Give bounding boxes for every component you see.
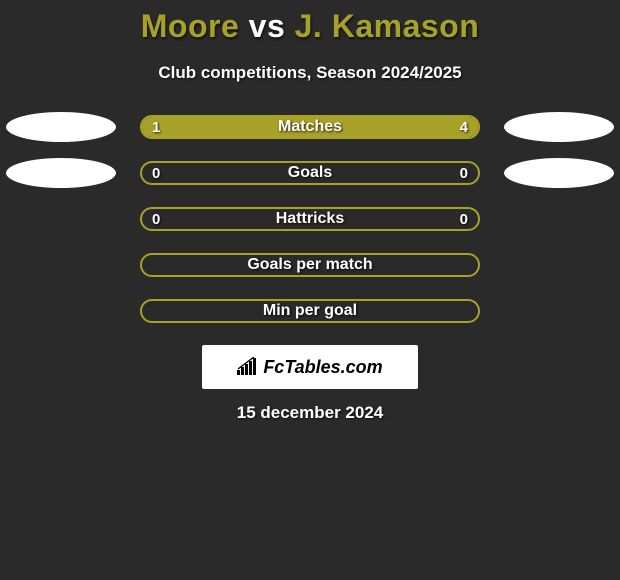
stat-bar: Min per goal (140, 299, 480, 323)
player1-oval (6, 112, 116, 142)
stat-row: Min per goal (0, 299, 620, 323)
title-player2: J. Kamason (295, 8, 480, 44)
stat-row: 14Matches (0, 115, 620, 139)
stat-bar: Goals per match (140, 253, 480, 277)
subtitle: Club competitions, Season 2024/2025 (0, 63, 620, 83)
logo-text: FcTables.com (263, 357, 382, 378)
player1-oval (6, 158, 116, 188)
player2-oval (504, 158, 614, 188)
stat-label: Goals per match (142, 255, 478, 275)
stat-row: Goals per match (0, 253, 620, 277)
player2-oval (504, 112, 614, 142)
stat-row: 0 0Hattricks (0, 207, 620, 231)
date-text: 15 december 2024 (0, 403, 620, 423)
stats-card: Moore vs J. Kamason Club competitions, S… (0, 0, 620, 423)
stat-bar: 0 0Goals (140, 161, 480, 185)
logo: FcTables.com (237, 357, 382, 378)
stat-value-right: 0 (450, 209, 478, 229)
stat-value-left: 0 (142, 209, 170, 229)
title-player1: Moore (141, 8, 240, 44)
stat-value-left: 0 (142, 163, 170, 183)
stat-label: Hattricks (142, 209, 478, 229)
stat-bar: 14Matches (140, 115, 480, 139)
title-vs: vs (249, 8, 286, 44)
bar-fill-right (209, 117, 478, 137)
page-title: Moore vs J. Kamason (0, 8, 620, 45)
stat-label: Min per goal (142, 301, 478, 321)
stat-label: Goals (142, 163, 478, 183)
stat-value-right: 0 (450, 163, 478, 183)
stat-row: 0 0Goals (0, 161, 620, 185)
bar-fill-left (142, 117, 209, 137)
stat-bar: 0 0Hattricks (140, 207, 480, 231)
chart-icon (237, 357, 259, 377)
logo-box: FcTables.com (202, 345, 418, 389)
stat-rows: 14Matches00Goals00HattricksGoals per mat… (0, 115, 620, 323)
